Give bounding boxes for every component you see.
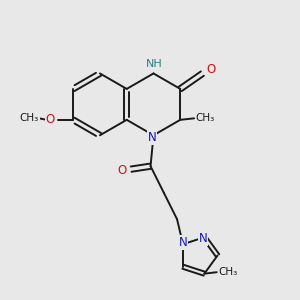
Text: CH₃: CH₃	[219, 267, 238, 277]
Text: N: N	[199, 232, 207, 245]
Text: NH: NH	[146, 59, 163, 69]
Text: CH₃: CH₃	[195, 113, 214, 123]
Text: CH₃: CH₃	[20, 113, 39, 123]
Text: O: O	[206, 63, 215, 76]
Text: N: N	[178, 236, 187, 249]
Text: O: O	[118, 164, 127, 177]
Text: O: O	[46, 113, 55, 126]
Text: N: N	[148, 131, 156, 144]
